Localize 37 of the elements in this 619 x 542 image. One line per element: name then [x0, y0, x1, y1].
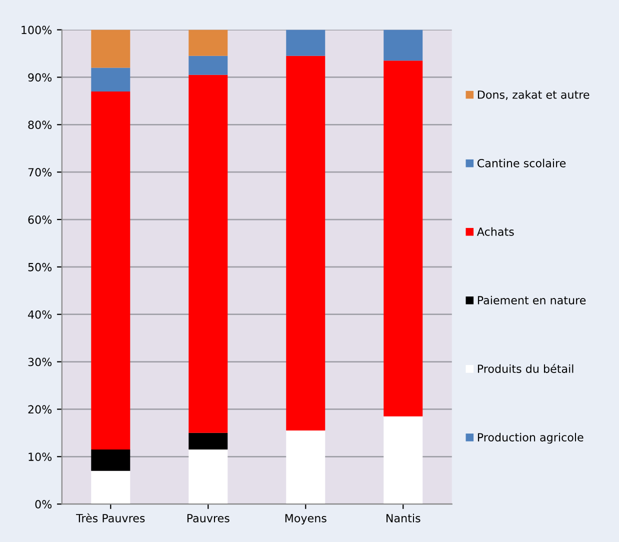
legend-label: Paiement en nature: [478, 296, 586, 304]
y-tick-label: 80%: [28, 120, 52, 130]
bar: [91, 450, 130, 471]
legend-label: Produits du bétail: [478, 364, 574, 373]
x-tick-label: Très Pauvres: [76, 513, 145, 522]
y-tick-label: 0%: [35, 500, 52, 508]
y-tick-label: 60%: [28, 215, 52, 224]
bar: [91, 68, 130, 92]
bar: [91, 470, 130, 504]
y-tick-label: 10%: [28, 452, 52, 462]
y-tick-label: 20%: [28, 405, 52, 414]
legend-label: Cantine scolaire: [478, 158, 566, 168]
bar: [384, 416, 423, 504]
bar: [188, 56, 228, 75]
bar: [188, 30, 228, 56]
bar: [188, 450, 228, 504]
bar: [91, 91, 130, 450]
bar: [91, 30, 130, 68]
bar: [188, 74, 228, 433]
y-tick-label: 70%: [28, 168, 52, 176]
legend-label: Dons, zakat et autre: [478, 90, 590, 100]
y-tick-label: 100%: [22, 26, 52, 34]
bar: [286, 430, 326, 504]
x-tick-label: Nantis: [386, 514, 420, 522]
legend-label: Achats: [476, 227, 514, 236]
x-tick-label: Pauvres: [187, 514, 230, 522]
bar: [188, 432, 228, 450]
bar: [286, 56, 326, 431]
y-tick-label: 40%: [28, 310, 52, 319]
bar: [384, 30, 423, 61]
y-tick-label: 30%: [28, 358, 52, 366]
bar: [286, 30, 326, 56]
legend-label: Production agricole: [478, 432, 584, 444]
x-tick-label: Moyens: [285, 514, 326, 525]
y-tick-label: 50%: [28, 262, 52, 272]
y-tick-label: 90%: [28, 73, 52, 82]
bar: [384, 60, 423, 416]
